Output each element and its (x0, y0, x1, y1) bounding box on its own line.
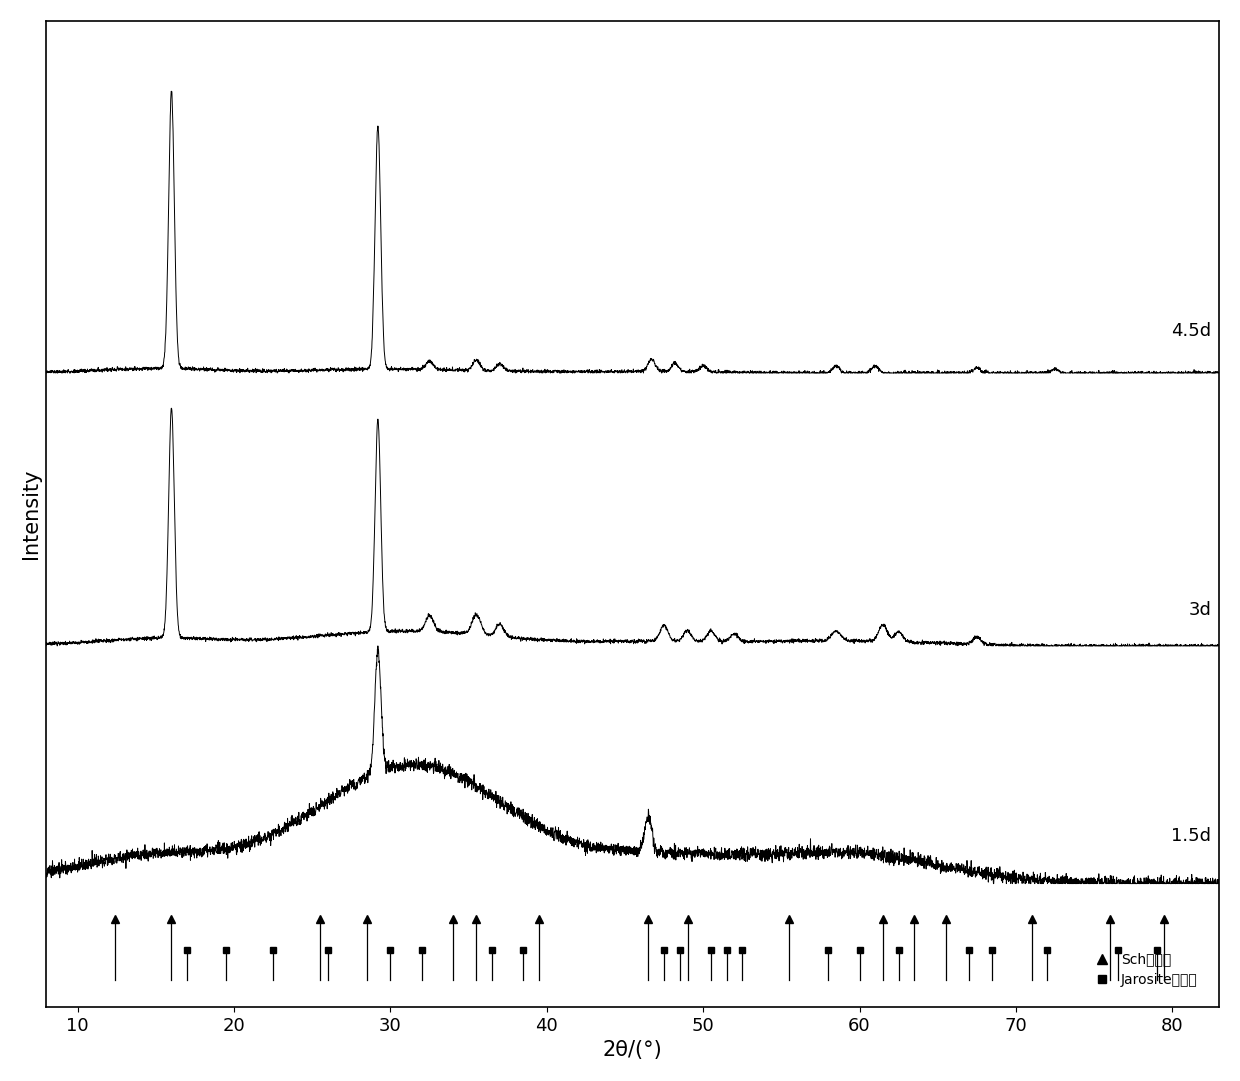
Text: 4.5d: 4.5d (1172, 322, 1211, 339)
Y-axis label: Intensity: Intensity (21, 468, 41, 559)
X-axis label: 2θ/(°): 2θ/(°) (603, 1040, 662, 1060)
Legend: Sch标准峰, Jarosite标准峰: Sch标准峰, Jarosite标准峰 (1085, 949, 1200, 990)
Text: 1.5d: 1.5d (1172, 827, 1211, 845)
Text: 3d: 3d (1188, 601, 1211, 619)
